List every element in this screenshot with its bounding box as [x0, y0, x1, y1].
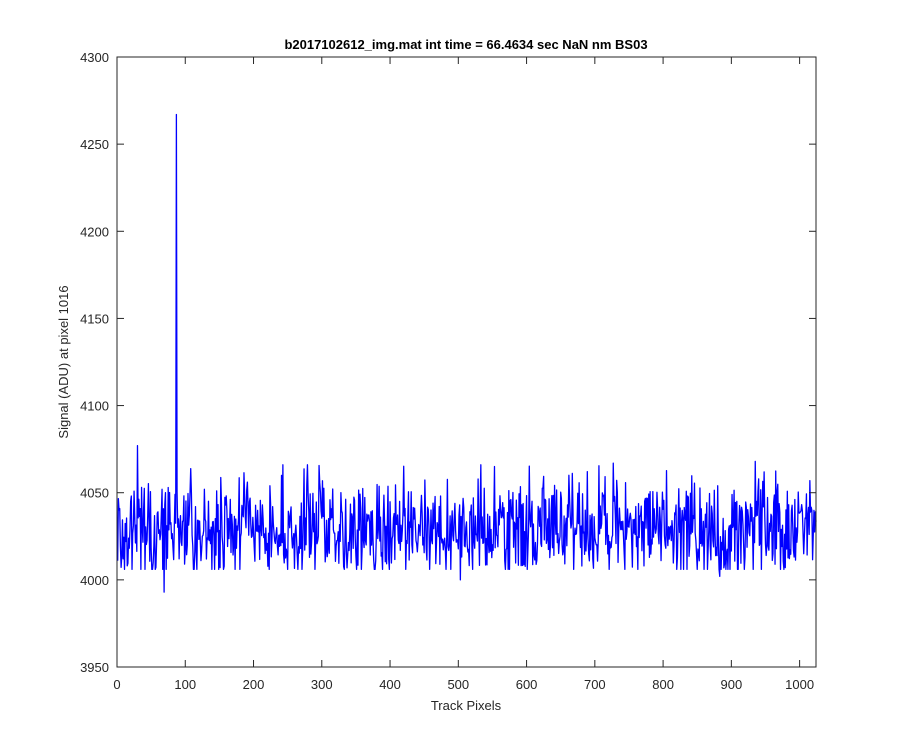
y-tick-label: 4150 [80, 311, 109, 326]
x-tick-label: 300 [311, 677, 333, 692]
axes-box [116, 56, 817, 668]
chart-title: b2017102612_img.mat int time = 66.4634 s… [284, 37, 647, 52]
y-tick-label: 4100 [80, 399, 109, 414]
series-line [117, 113, 817, 593]
x-tick-label: 0 [113, 677, 120, 692]
x-tick-label: 900 [721, 677, 743, 692]
x-tick-label: 800 [652, 677, 674, 692]
y-tick-label: 4200 [80, 224, 109, 239]
plot-area [117, 57, 816, 667]
y-tick-label: 4000 [80, 573, 109, 588]
x-tick-label: 500 [447, 677, 469, 692]
x-tick-label: 400 [379, 677, 401, 692]
y-tick-label: 4050 [80, 486, 109, 501]
x-tick-label: 1000 [785, 677, 814, 692]
x-tick-label: 200 [243, 677, 265, 692]
data-layer [117, 113, 817, 593]
y-tick-label: 4300 [80, 50, 109, 65]
x-tick-label: 700 [584, 677, 606, 692]
y-tick-label: 3950 [80, 660, 109, 675]
x-axis-label: Track Pixels [431, 698, 502, 713]
y-axis-label: Signal (ADU) at pixel 1016 [56, 285, 71, 438]
x-tick-label: 100 [174, 677, 196, 692]
x-tick-label: 600 [516, 677, 538, 692]
y-axis: 3950 4000 4050 4100 4150 4200 4250 4300 [80, 50, 816, 675]
x-axis: 0 100 200 300 400 500 600 700 800 900 1000 [113, 57, 814, 692]
y-tick-label: 4250 [80, 137, 109, 152]
